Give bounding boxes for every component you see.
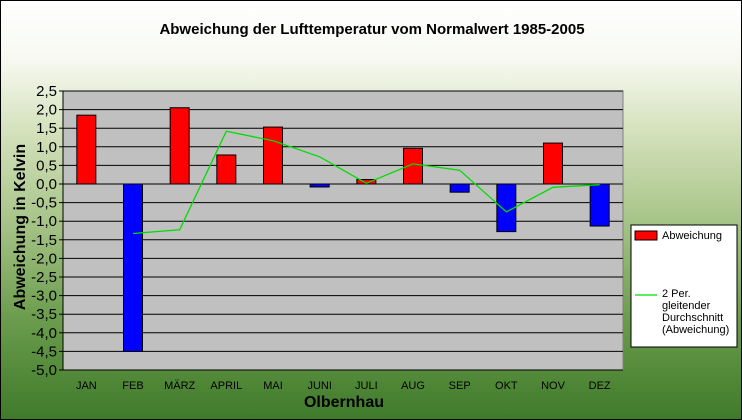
legend: Abweichung 2 Per.gleitenderDurchschnitt(A…	[630, 224, 738, 348]
y-tick-label: 0,0	[36, 176, 57, 193]
y-tick-label: 2,5	[36, 83, 57, 100]
x-tick-label: OKT	[495, 380, 518, 392]
legend-label-line: gleitender	[662, 300, 711, 312]
bar-sep	[449, 183, 470, 193]
x-tick-label: MÄRZ	[164, 380, 195, 392]
y-tick-label: 1,0	[36, 139, 57, 156]
legend-label-line: 2 Per.	[662, 288, 691, 300]
y-tick-label: -0,5	[31, 195, 57, 212]
legend-label-line: (Abweichung)	[662, 324, 729, 336]
legend-label-line: Durchschnitt	[662, 312, 723, 324]
y-tick-label: -5,0	[31, 362, 57, 379]
x-tick-label: APRIL	[210, 380, 242, 392]
x-tick-label: SEP	[449, 380, 471, 392]
moving-average-line	[132, 130, 600, 235]
moving-average-series	[132, 130, 600, 235]
y-tick-label: -1,0	[31, 213, 57, 230]
x-tick-label: JUNI	[307, 380, 331, 392]
bar-mai	[263, 126, 283, 185]
y-tick-label: -2,0	[31, 250, 57, 267]
y-tick-label: -2,5	[31, 269, 57, 286]
plot-background	[62, 90, 624, 371]
y-axis-title: Abweichung in Kelvin	[12, 144, 29, 310]
x-tick-label: DEZ	[589, 380, 611, 392]
bar-märz	[169, 107, 190, 185]
bar-dez	[589, 183, 610, 227]
x-axis-ticks: JAN FEB MÄRZ APRIL MAI JUNI JULI AUG SEP OKT NOV DE…	[76, 380, 611, 392]
x-tick-label: AUG	[401, 380, 425, 392]
bar-feb	[123, 183, 143, 352]
y-axis-ticks: 2,5 2,01,5 1,00,5 0,0 -0,5-1,0 -1,5-2,0 -2,5 -3…	[31, 83, 64, 379]
plot-area	[62, 90, 624, 371]
x-tick-label: NOV	[541, 380, 566, 392]
x-tick-label: FEB	[122, 380, 143, 392]
bar-nov	[543, 142, 563, 185]
legend-box	[630, 224, 738, 348]
x-tick-label: MAI	[263, 380, 283, 392]
x-tick-label: JAN	[76, 380, 97, 392]
legend-swatch-bar	[634, 230, 658, 241]
bar-series	[63, 107, 623, 352]
y-tick-label: -4,5	[31, 343, 57, 360]
y-tick-label: 2,0	[36, 102, 57, 119]
y-tick-label: 0,5	[36, 157, 57, 174]
y-tick-label: 1,5	[36, 120, 57, 137]
y-tick-label: -3,0	[31, 288, 57, 305]
bar-jan	[76, 114, 97, 185]
y-tick-label: -1,5	[31, 232, 57, 249]
x-axis-title: Olbernhau	[304, 394, 384, 411]
chart-title: Abweichung der Lufttemperatur vom Normal…	[159, 21, 584, 38]
bar-april	[216, 154, 237, 185]
x-tick-label: JULI	[355, 380, 378, 392]
legend-label-bar: Abweichung	[662, 230, 722, 242]
y-tick-label: -4,0	[31, 325, 57, 342]
y-tick-label: -3,5	[31, 306, 57, 323]
